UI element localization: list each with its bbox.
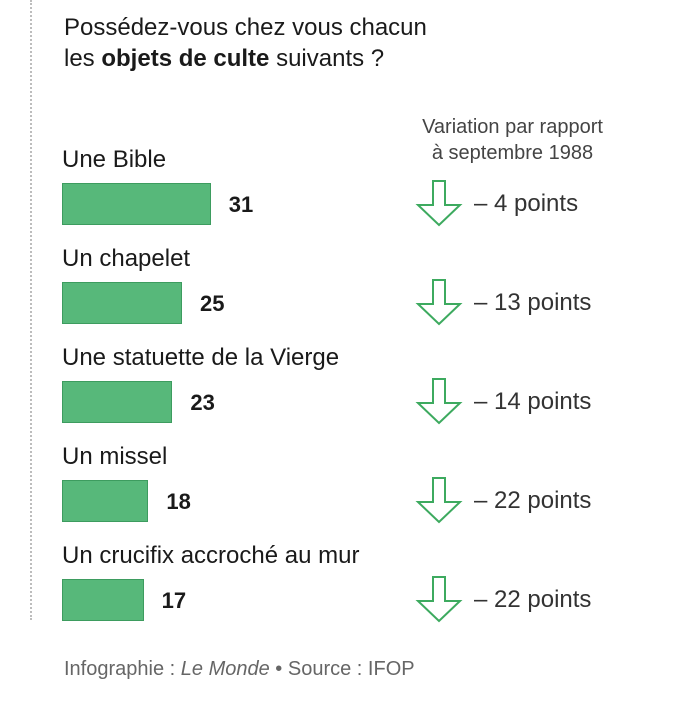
bar: [62, 282, 182, 324]
category-label: Une statuette de la Vierge: [62, 344, 340, 371]
chart-row: Une Bible 31 – 4 points: [0, 145, 688, 235]
category-label: Une Bible: [62, 146, 167, 173]
credits-source: Source : IFOP: [287, 658, 415, 680]
variation-column-header: Variation par rapport à septembre 1988: [385, 114, 640, 166]
credits-prefix: Infographie :: [64, 658, 176, 680]
variation-label: – 13 points: [474, 289, 592, 316]
title-suffix: suivants ?: [276, 45, 385, 72]
bar: [62, 183, 211, 225]
value-label: 31: [228, 192, 254, 217]
title-line-2: les objets de culte suivants ?: [64, 43, 427, 74]
category-label: Un missel: [62, 443, 168, 470]
variation-label: – 22 points: [474, 487, 592, 514]
down-arrow-icon: [415, 279, 463, 326]
credits: Infographie : Le Monde • Source : IFOP: [64, 656, 415, 682]
credits-publication: Le Monde: [180, 658, 270, 680]
chart-title: Possédez-vous chez vous chacun les objet…: [64, 12, 427, 74]
value-label: 17: [161, 588, 187, 613]
bar: [62, 381, 173, 423]
variation-label: – 22 points: [474, 586, 592, 613]
chart-row: Un crucifix accroché au mur 17 – 22 points: [0, 541, 688, 631]
title-bold: objets de culte: [101, 45, 270, 72]
down-arrow-icon: [415, 576, 463, 623]
title-line-1: Possédez-vous chez vous chacun: [64, 14, 427, 41]
variation-label: – 4 points: [474, 190, 579, 217]
value-label: 25: [200, 291, 225, 316]
variation-header-line-2: à septembre 1988: [431, 142, 594, 164]
category-label: Un chapelet: [62, 245, 191, 272]
down-arrow-icon: [415, 477, 463, 524]
category-label: Un crucifix accroché au mur: [62, 542, 360, 569]
credits-separator: •: [275, 658, 283, 680]
chart-row: Une statuette de la Vierge 23 – 14 points: [0, 343, 688, 433]
bar: [62, 480, 149, 522]
value-label: 23: [190, 390, 215, 415]
variation-label: – 14 points: [474, 388, 592, 415]
title-prefix: les: [64, 45, 95, 72]
dotted-margin-rule: [30, 0, 32, 620]
value-label: 18: [166, 489, 191, 514]
down-arrow-icon: [415, 378, 463, 425]
chart-row: Un missel 18 – 22 points: [0, 442, 688, 532]
chart-row: Un chapelet 25 – 13 points: [0, 244, 688, 334]
down-arrow-icon: [415, 180, 463, 227]
variation-header-line-1: Variation par rapport: [422, 116, 603, 138]
bar: [62, 579, 144, 621]
